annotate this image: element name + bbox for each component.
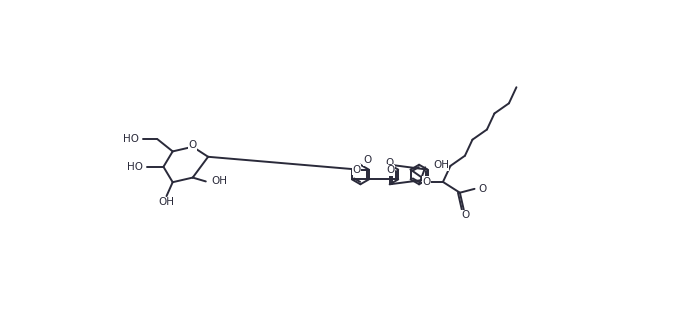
Text: OH: OH bbox=[211, 176, 227, 187]
Text: HO: HO bbox=[123, 134, 139, 144]
Text: OH: OH bbox=[159, 197, 174, 207]
Text: O: O bbox=[461, 210, 469, 220]
Text: O: O bbox=[386, 158, 394, 168]
Text: O: O bbox=[422, 177, 431, 187]
Text: O: O bbox=[479, 184, 487, 194]
Text: O: O bbox=[188, 140, 197, 150]
Text: HO: HO bbox=[127, 162, 142, 172]
Text: O: O bbox=[352, 165, 361, 175]
Text: O: O bbox=[386, 164, 394, 174]
Text: OH: OH bbox=[433, 160, 449, 170]
Text: O: O bbox=[386, 165, 395, 175]
Text: O: O bbox=[363, 155, 372, 165]
